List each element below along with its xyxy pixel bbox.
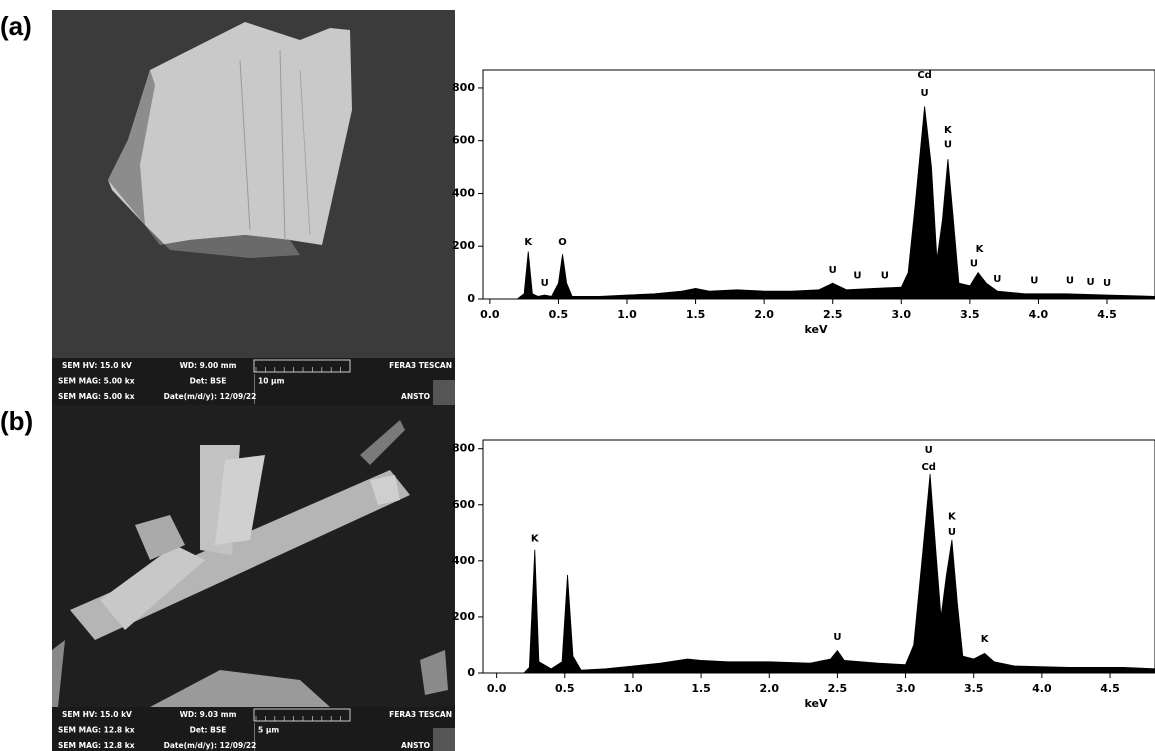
plot-frame — [483, 70, 1155, 299]
y-tick-label: 800 — [452, 442, 475, 455]
x-tick-label: 3.5 — [960, 308, 980, 321]
sem-info: FERA3 TESCAN — [389, 361, 452, 370]
x-tick-label: 1.5 — [686, 308, 706, 321]
peak-label: K — [976, 244, 985, 255]
x-tick-label: 2.5 — [823, 308, 843, 321]
peak-label: U — [1066, 276, 1074, 287]
y-tick-label: 600 — [452, 134, 475, 147]
info-divider — [350, 709, 351, 721]
sem-info: Date(m/d/y): 12/09/22 — [164, 392, 257, 401]
panel-label: (b) — [0, 406, 33, 436]
peak-label: K — [981, 634, 990, 645]
sem-info: 5 μm — [258, 726, 279, 735]
spectrum-area — [524, 474, 1155, 673]
peak-label: U — [944, 140, 952, 151]
x-tick-label: 3.0 — [896, 682, 916, 695]
sem-info: SEM MAG: 5.00 kx — [58, 377, 135, 386]
peak-label: U — [921, 88, 929, 99]
y-tick-label: 0 — [467, 666, 475, 679]
sem-info: SEM HV: 15.0 kV — [62, 710, 132, 719]
sem-info: ANSTO — [401, 741, 430, 750]
x-tick-label: 4.5 — [1097, 308, 1117, 321]
sem-image — [52, 405, 455, 751]
peak-label: U — [1086, 277, 1094, 288]
sem-info: FERA3 TESCAN — [389, 710, 452, 719]
peak-label: K — [944, 125, 953, 136]
peak-label: Cd — [917, 70, 932, 81]
x-tick-label: 0.0 — [480, 308, 500, 321]
x-tick-label: 0.5 — [555, 682, 575, 695]
sem-info: WD: 9.00 mm — [180, 361, 237, 370]
peak-label: U — [833, 632, 841, 643]
plot-frame — [483, 440, 1155, 673]
x-tick-label: 4.5 — [1100, 682, 1120, 695]
sem-info: Det: BSE — [190, 726, 227, 735]
sem-info: SEM MAG: 5.00 kx — [58, 392, 135, 401]
peak-label: U — [970, 258, 978, 269]
sem-info: Det: BSE — [190, 377, 227, 386]
peak-label: U — [1103, 278, 1111, 289]
sem-image — [52, 10, 455, 405]
y-tick-label: 200 — [452, 239, 475, 252]
y-tick-label: 800 — [452, 81, 475, 94]
peak-label: K — [948, 511, 957, 522]
peak-label: U — [993, 274, 1001, 285]
x-tick-label: 1.5 — [691, 682, 711, 695]
peak-label: U — [881, 270, 889, 281]
x-tick-label: 3.5 — [964, 682, 984, 695]
peak-label: U — [1030, 276, 1038, 287]
x-tick-label: 2.5 — [828, 682, 848, 695]
peak-label: U — [541, 278, 549, 289]
y-tick-label: 0 — [467, 292, 475, 305]
x-axis-label: keV — [805, 697, 828, 710]
peak-label: U — [925, 445, 933, 456]
x-tick-label: 2.0 — [759, 682, 779, 695]
x-tick-label: 1.0 — [623, 682, 643, 695]
y-tick-label: 400 — [452, 186, 475, 199]
y-tick-label: 600 — [452, 498, 475, 511]
sem-info: SEM MAG: 12.8 kx — [58, 726, 135, 735]
peak-label: U — [829, 265, 837, 276]
peak-label: K — [524, 237, 533, 248]
sem-info: WD: 9.03 mm — [180, 710, 237, 719]
peak-label: U — [948, 527, 956, 538]
x-tick-label: 4.0 — [1029, 308, 1049, 321]
sem-info: ANSTO — [401, 392, 430, 401]
peak-label: U — [853, 270, 861, 281]
peak-label: Cd — [921, 462, 936, 473]
figure: (a) (b) SEM HV: 15.0 kV WD: 9.00 mm FERA3 … — [0, 0, 1155, 751]
sem-info: 10 μm — [258, 377, 285, 386]
x-tick-label: 0.0 — [487, 682, 507, 695]
peak-label: K — [531, 533, 540, 544]
x-axis-label: keV — [805, 323, 828, 336]
x-tick-label: 1.0 — [617, 308, 637, 321]
sem-info: SEM MAG: 12.8 kx — [58, 741, 135, 750]
x-tick-label: 0.5 — [549, 308, 569, 321]
panel-label: (a) — [0, 11, 32, 41]
sem-info: SEM HV: 15.0 kV — [62, 361, 132, 370]
y-tick-label: 400 — [452, 554, 475, 567]
sem-info: Date(m/d/y): 12/09/22 — [164, 741, 257, 750]
x-tick-label: 4.0 — [1032, 682, 1052, 695]
y-tick-label: 200 — [452, 610, 475, 623]
peak-label: O — [558, 237, 567, 248]
x-tick-label: 3.0 — [892, 308, 912, 321]
info-divider — [350, 360, 351, 372]
x-tick-label: 2.0 — [754, 308, 774, 321]
